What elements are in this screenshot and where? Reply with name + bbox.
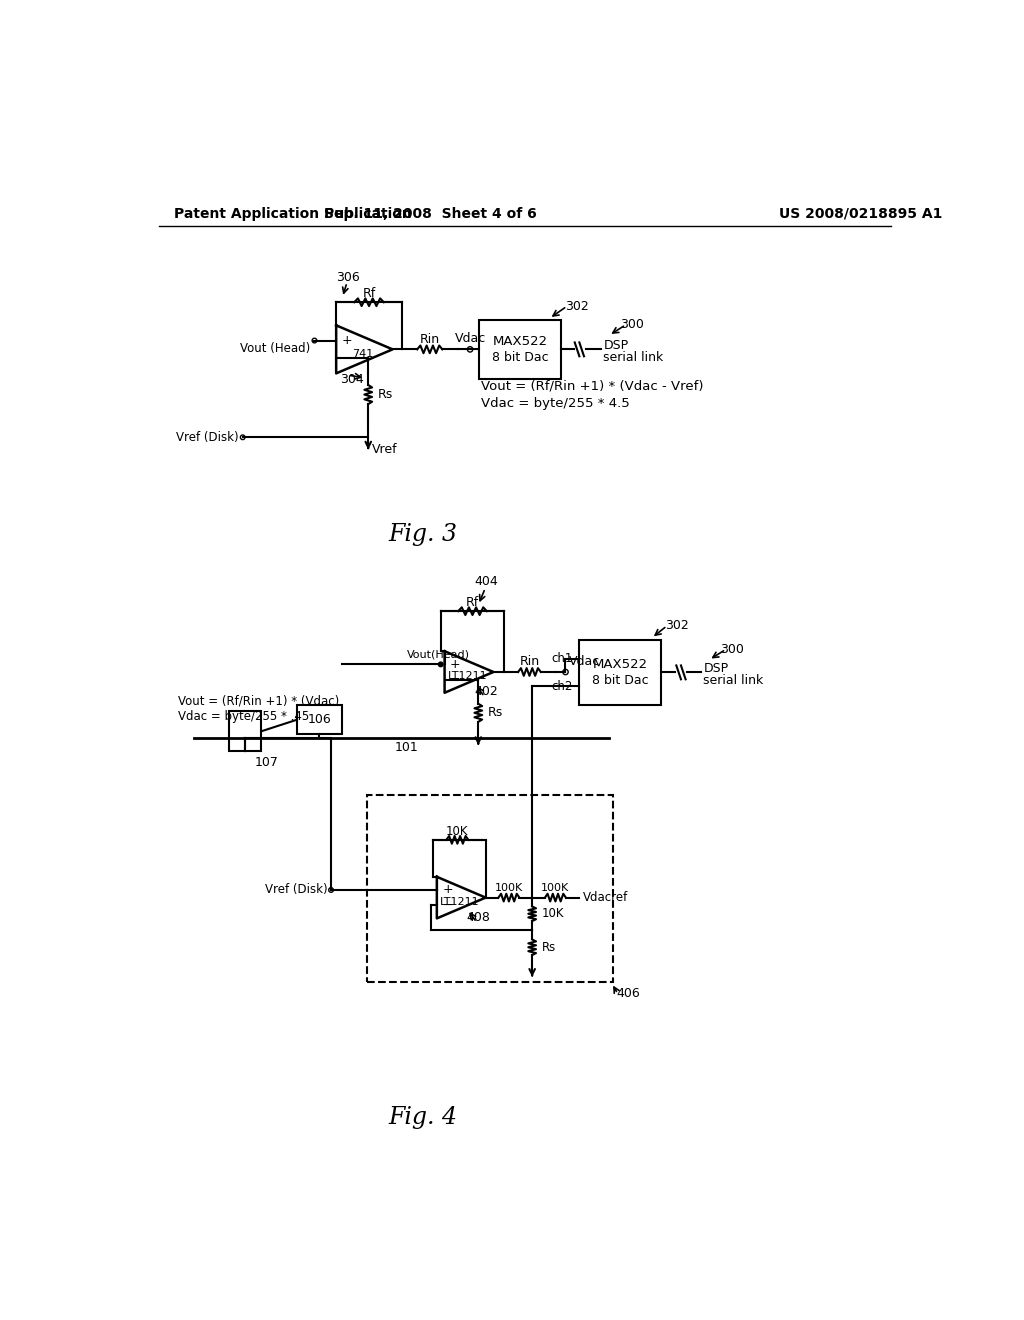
Text: Vdac: Vdac: [568, 655, 600, 668]
Text: 306: 306: [336, 271, 359, 284]
Text: DSP: DSP: [603, 339, 629, 352]
Text: DSP: DSP: [703, 663, 728, 675]
Text: ch2: ch2: [552, 680, 573, 693]
Text: Vdac = byte/255 * .45: Vdac = byte/255 * .45: [178, 710, 309, 723]
Text: Fig. 4: Fig. 4: [388, 1106, 457, 1129]
Bar: [479, 321, 561, 379]
Text: 300: 300: [621, 318, 644, 331]
Text: 106: 106: [307, 713, 332, 726]
Text: 8 bit Dac: 8 bit Dac: [592, 673, 648, 686]
Text: 300: 300: [720, 643, 744, 656]
Bar: [367, 795, 613, 982]
Text: serial link: serial link: [603, 351, 664, 364]
Text: 8 bit Dac: 8 bit Dac: [492, 351, 549, 363]
Bar: [228, 711, 261, 751]
Text: +: +: [442, 883, 453, 896]
Text: 100K: 100K: [542, 883, 569, 892]
Text: Vdac: Vdac: [455, 333, 485, 345]
Text: Rin: Rin: [420, 333, 440, 346]
Text: Rf: Rf: [466, 597, 479, 610]
Text: 402: 402: [474, 685, 498, 698]
Text: LT1211: LT1211: [447, 671, 487, 681]
Text: Vref: Vref: [372, 444, 397, 457]
Text: 302: 302: [564, 300, 589, 313]
Text: US 2008/0218895 A1: US 2008/0218895 A1: [779, 207, 942, 220]
Text: 107: 107: [255, 755, 279, 768]
Text: Rs: Rs: [542, 941, 556, 954]
Text: Vdac = byte/255 * 4.5: Vdac = byte/255 * 4.5: [480, 397, 630, 409]
Text: ch1: ch1: [552, 652, 573, 665]
Text: 100K: 100K: [495, 883, 523, 892]
Text: −: −: [450, 673, 461, 686]
Text: Sep. 11, 2008  Sheet 4 of 6: Sep. 11, 2008 Sheet 4 of 6: [324, 207, 537, 220]
Text: LT1211: LT1211: [440, 896, 479, 907]
Text: MAX522: MAX522: [493, 335, 548, 348]
Text: MAX522: MAX522: [593, 659, 648, 671]
Text: Rs: Rs: [487, 706, 503, 719]
Text: 406: 406: [616, 987, 640, 1001]
Text: Rf: Rf: [362, 288, 376, 300]
Text: Rin: Rin: [519, 656, 540, 668]
Text: 302: 302: [665, 619, 688, 632]
Text: −: −: [442, 899, 453, 912]
Text: 741: 741: [352, 350, 374, 359]
Text: 101: 101: [395, 741, 419, 754]
Text: −: −: [342, 351, 352, 364]
Text: Vout = (Rf/Rin +1) * (Vdac - Vref): Vout = (Rf/Rin +1) * (Vdac - Vref): [480, 379, 703, 392]
Text: 10K: 10K: [542, 907, 564, 920]
Text: Fig. 3: Fig. 3: [388, 523, 457, 545]
Text: Vref (Disk): Vref (Disk): [176, 430, 239, 444]
Bar: [580, 640, 660, 705]
Text: Patent Application Publication: Patent Application Publication: [174, 207, 413, 220]
Text: 10K: 10K: [446, 825, 469, 838]
Circle shape: [438, 663, 443, 667]
Text: Vout (Head): Vout (Head): [241, 342, 310, 355]
Text: +: +: [342, 334, 352, 347]
Text: Vout = (Rf/Rin +1) * (Vdac): Vout = (Rf/Rin +1) * (Vdac): [178, 694, 340, 708]
Text: 304: 304: [340, 374, 364, 387]
Text: +: +: [450, 657, 461, 671]
Bar: [297, 705, 342, 734]
Text: 408: 408: [466, 911, 490, 924]
Text: 404: 404: [474, 576, 498, 589]
Text: Vout(Head): Vout(Head): [407, 649, 470, 660]
Text: Vref (Disk): Vref (Disk): [264, 883, 328, 896]
Text: Rs: Rs: [378, 388, 393, 401]
Text: serial link: serial link: [703, 675, 764, 688]
Text: Vdacref: Vdacref: [583, 891, 628, 904]
